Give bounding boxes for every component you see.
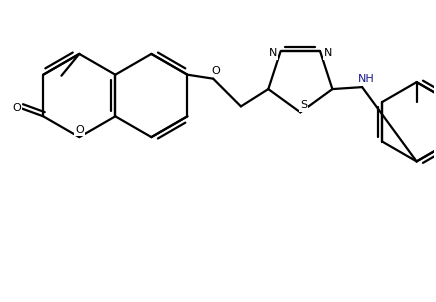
Text: O: O [12, 103, 21, 113]
Text: N: N [269, 48, 277, 58]
Text: O: O [75, 125, 84, 135]
Text: NH: NH [358, 74, 375, 84]
Text: N: N [324, 48, 332, 58]
Text: S: S [300, 101, 307, 111]
Text: O: O [212, 66, 221, 76]
